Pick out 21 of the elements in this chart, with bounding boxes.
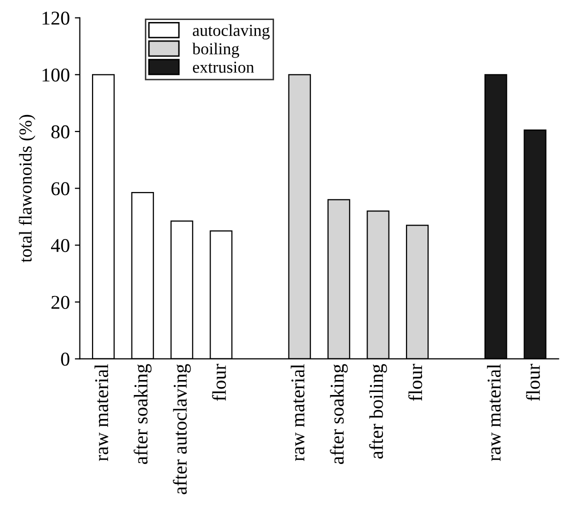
x-tick-label: after soaking <box>330 364 348 464</box>
x-tick-label: after autoclaving <box>172 364 191 494</box>
x-tick-label: flour <box>408 364 422 401</box>
legend-label: autoclaving <box>192 24 270 40</box>
y-tick-label: 0 <box>61 352 70 366</box>
y-tick-label: 40 <box>51 238 70 252</box>
y-axis-title: total flawonoids (%) <box>18 114 36 262</box>
legend-label: extrusion <box>192 62 254 73</box>
x-tick-label: raw material <box>290 364 304 462</box>
y-tick-label: 100 <box>42 68 70 82</box>
x-tick-label: flour <box>212 364 226 401</box>
y-tick-label: 80 <box>51 125 70 138</box>
x-tick-label: raw material <box>94 364 108 462</box>
x-tick-label: raw material <box>486 364 501 462</box>
y-tick-label: 60 <box>51 182 70 196</box>
x-tick-label: after boiling <box>369 364 388 459</box>
y-tick-label: 20 <box>51 296 70 309</box>
x-tick-label: after soaking <box>134 364 152 464</box>
legend-label: boiling <box>192 42 240 58</box>
y-tick-label: 120 <box>42 12 70 25</box>
x-tick-label: flour <box>526 364 540 401</box>
